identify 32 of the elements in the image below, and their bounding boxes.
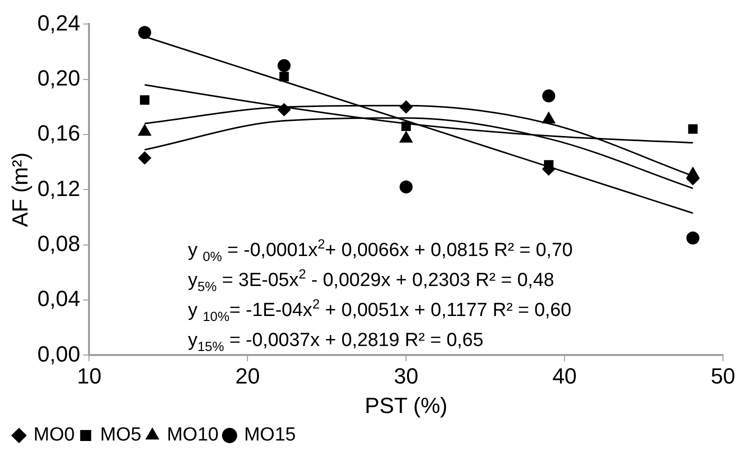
y-tick-label: 0,12 (37, 176, 80, 201)
point (542, 89, 556, 102)
y-axis-title: AF (m²) (7, 152, 32, 227)
y-tick-label: 0,08 (37, 230, 80, 256)
x-tick-label: 40 (552, 363, 577, 388)
x-tick-label: 20 (235, 363, 260, 388)
annotation: y$_{5%}$ = 3E-05x$^{2}$ - 0,0029x + 0,2303 R² = 0,48 (188, 266, 556, 296)
legend-label: MO15 (244, 424, 296, 446)
point (278, 59, 291, 72)
y-tick-label: 0,20 (37, 65, 80, 90)
point (400, 100, 413, 114)
point (279, 72, 289, 82)
point (138, 151, 152, 164)
point (401, 122, 411, 131)
legend-label: MO5 (100, 424, 142, 446)
point (400, 180, 413, 194)
point (138, 26, 152, 39)
annotation: y $_{10%}$= -1E-04x$^{2}$ + 0,0051x + 0,1177 R² = 0,60 (188, 296, 572, 326)
x-tick-label: 30 (394, 363, 418, 388)
y-tick-label: 0,16 (37, 120, 80, 146)
point (688, 124, 698, 134)
point (140, 95, 150, 105)
legend-label: MO0 (34, 424, 75, 446)
point (686, 231, 700, 244)
x-tick-label: 50 (710, 363, 736, 388)
point (278, 103, 291, 116)
annotation: y $_{0%}$ = -0,0001x$^{2}$+ 0,0066x + 0,0815 R² = 0,70 (188, 236, 573, 266)
y-tick-label: 0,04 (37, 286, 80, 312)
x-axis-title: PST (%) (364, 392, 448, 418)
annotation: y$_{15%}$ = -0,0037x + 0,2819 R² = 0,65 (188, 329, 484, 356)
legend-label: MO10 (166, 424, 219, 446)
y-tick-label: 0,24 (37, 10, 80, 36)
